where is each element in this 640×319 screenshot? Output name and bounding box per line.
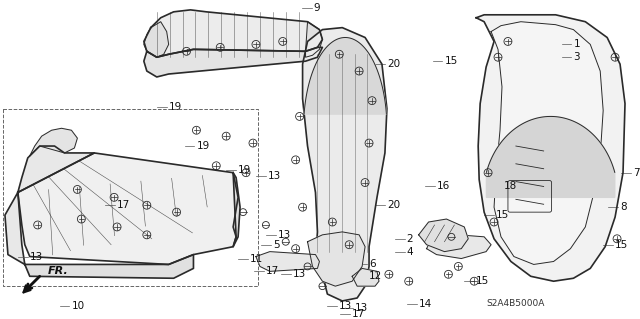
Text: 13: 13 xyxy=(30,252,43,262)
Text: 19: 19 xyxy=(169,101,182,112)
Polygon shape xyxy=(486,116,615,197)
Text: 17: 17 xyxy=(266,266,279,276)
Text: 8: 8 xyxy=(620,202,627,212)
Text: 13: 13 xyxy=(268,171,281,181)
Text: 13: 13 xyxy=(278,230,291,240)
Text: 15: 15 xyxy=(615,240,628,250)
Polygon shape xyxy=(352,268,379,286)
Polygon shape xyxy=(476,15,625,281)
Text: 12: 12 xyxy=(369,271,382,281)
Polygon shape xyxy=(5,192,25,264)
Text: S2A4B5000A: S2A4B5000A xyxy=(486,300,545,308)
Polygon shape xyxy=(427,235,491,258)
Polygon shape xyxy=(491,22,603,264)
Text: 1: 1 xyxy=(573,40,580,49)
Text: 13: 13 xyxy=(339,301,353,311)
Polygon shape xyxy=(144,22,169,57)
Text: 16: 16 xyxy=(436,181,450,190)
Text: 6: 6 xyxy=(369,259,376,270)
Text: 10: 10 xyxy=(72,301,84,311)
Polygon shape xyxy=(25,255,193,278)
Polygon shape xyxy=(233,173,240,247)
Text: 17: 17 xyxy=(352,309,365,319)
Polygon shape xyxy=(144,47,323,77)
Polygon shape xyxy=(256,252,319,271)
Text: 19: 19 xyxy=(196,141,210,151)
Text: 5: 5 xyxy=(273,240,280,250)
Text: FR.: FR. xyxy=(47,266,68,276)
Polygon shape xyxy=(305,22,323,57)
Text: 2: 2 xyxy=(407,234,413,244)
Text: 18: 18 xyxy=(504,181,517,190)
Text: 15: 15 xyxy=(476,276,490,286)
Polygon shape xyxy=(303,28,387,301)
Polygon shape xyxy=(304,38,387,114)
Text: 19: 19 xyxy=(238,165,252,175)
Text: 11: 11 xyxy=(250,254,263,263)
Text: 13: 13 xyxy=(355,303,369,313)
Text: 3: 3 xyxy=(573,52,580,62)
Text: 14: 14 xyxy=(419,299,432,309)
Text: 15: 15 xyxy=(496,210,509,220)
Text: 17: 17 xyxy=(117,200,131,210)
Text: 7: 7 xyxy=(633,168,639,178)
Text: 9: 9 xyxy=(314,3,320,13)
Polygon shape xyxy=(30,128,77,156)
Text: 4: 4 xyxy=(407,247,413,256)
Text: 15: 15 xyxy=(444,56,458,66)
Text: 20: 20 xyxy=(387,59,400,69)
Polygon shape xyxy=(144,10,323,57)
Polygon shape xyxy=(18,153,238,264)
Text: 13: 13 xyxy=(292,269,306,279)
Text: 20: 20 xyxy=(387,200,400,210)
Polygon shape xyxy=(308,232,365,286)
Polygon shape xyxy=(419,219,468,252)
Polygon shape xyxy=(18,146,94,192)
